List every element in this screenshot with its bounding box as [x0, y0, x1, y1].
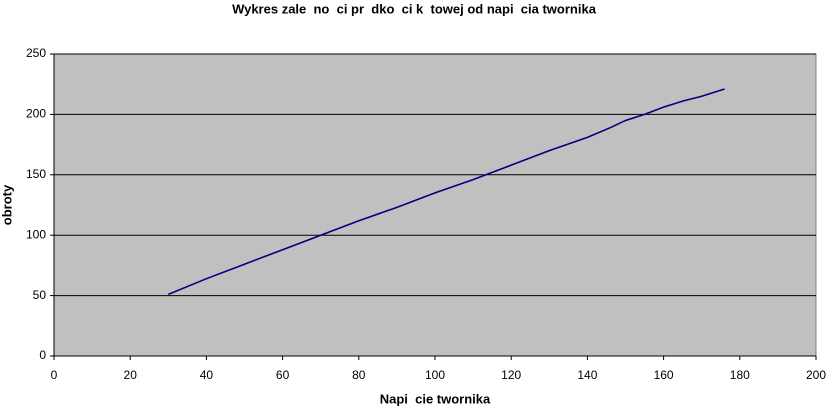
x-tick-label: 200: [806, 368, 826, 382]
y-tick-label: 150: [26, 167, 46, 181]
y-tick-label: 50: [33, 288, 47, 302]
chart-title: Wykres zale no ci pr dko ci k towej od n…: [232, 1, 597, 16]
data-line: [167, 88, 725, 296]
x-tick-label: 60: [276, 368, 290, 382]
y-tick-label: 100: [26, 227, 46, 241]
x-tick-label: 20: [124, 368, 138, 382]
y-tick-label: 250: [26, 46, 46, 60]
plot-area: [53, 53, 817, 357]
y-axis-label: obroty: [0, 184, 14, 225]
x-tick-label: 100: [425, 368, 445, 382]
y-tick-label: 200: [26, 107, 46, 121]
x-tick-label: 40: [200, 368, 214, 382]
x-tick-label: 160: [654, 368, 674, 382]
x-tick-label: 140: [577, 368, 597, 382]
x-tick-label: 120: [501, 368, 521, 382]
x-tick-label: 80: [352, 368, 366, 382]
x-axis-label: Napi cie twornika: [380, 391, 491, 406]
x-tick-label: 180: [730, 368, 750, 382]
y-tick-label: 0: [39, 348, 46, 362]
x-tick-label: 0: [51, 368, 58, 382]
